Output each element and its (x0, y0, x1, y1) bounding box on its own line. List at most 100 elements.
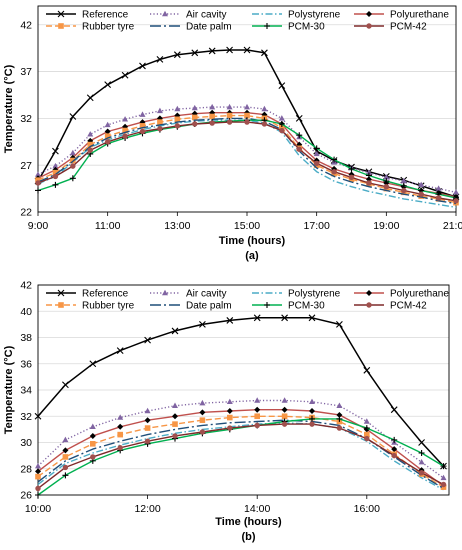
y-tick-label: 42 (20, 280, 32, 292)
series-line (37, 422, 444, 491)
data-point (62, 436, 69, 443)
x-tick-label: 10:00 (25, 503, 51, 515)
series-line (37, 423, 444, 489)
data-point (89, 360, 97, 368)
data-point (191, 104, 198, 111)
data-point (309, 421, 315, 427)
data-point (261, 105, 268, 112)
data-point (391, 446, 398, 453)
legend-label: Reference (82, 10, 129, 21)
data-point (87, 141, 94, 148)
y-tick-label: 40 (20, 306, 32, 318)
data-point (86, 94, 94, 102)
legend-label: Polyurethane (390, 10, 449, 21)
y-axis-label: Temperature (°C) (3, 64, 15, 153)
data-point (453, 198, 459, 204)
data-point (440, 474, 447, 481)
legend: Reference Air cavity Polystyrene Polyuretha… (46, 10, 449, 33)
legend-marker (264, 302, 270, 308)
data-point (391, 452, 397, 459)
x-tick-label: 15:00 (234, 220, 260, 232)
data-point (139, 111, 146, 117)
legend-marker (58, 302, 64, 308)
data-point (117, 445, 123, 451)
data-point (52, 162, 59, 169)
data-point (383, 174, 390, 180)
data-point (156, 55, 164, 63)
y-tick-label: 38 (20, 332, 32, 344)
data-point (117, 414, 124, 420)
data-point (173, 51, 181, 59)
data-point (261, 49, 268, 57)
x-tick-label: 9:00 (28, 220, 49, 232)
y-tick-label: 26 (20, 490, 32, 502)
data-point (244, 112, 250, 119)
data-point (418, 469, 425, 476)
data-point (336, 411, 343, 418)
legend-marker (162, 289, 168, 296)
data-point (348, 174, 355, 181)
data-point (144, 425, 151, 431)
data-point (52, 181, 59, 188)
series-air-cavity (35, 397, 447, 481)
panel-label: (b) (241, 531, 255, 543)
data-point (227, 425, 233, 431)
data-point (191, 114, 198, 121)
series-line (37, 317, 445, 467)
x-tick-label: 17:00 (304, 220, 330, 232)
data-point (104, 139, 111, 145)
data-point (226, 398, 233, 405)
data-point (172, 421, 178, 427)
data-point (172, 413, 178, 420)
data-point (172, 402, 178, 408)
series-air-cavity (35, 103, 459, 195)
data-point (87, 147, 93, 153)
data-point (336, 415, 343, 422)
data-point (35, 468, 41, 475)
data-point (139, 128, 146, 135)
x-tick-label: 16:00 (354, 503, 380, 515)
legend-marker (58, 23, 64, 29)
data-point (35, 177, 41, 183)
data-point (295, 114, 303, 122)
data-point (139, 123, 146, 129)
data-point (208, 47, 216, 55)
legend-label: PCM-42 (390, 22, 427, 33)
data-point (253, 314, 261, 322)
data-point (122, 127, 128, 134)
data-point (278, 115, 285, 121)
data-point (254, 422, 260, 429)
data-point (227, 414, 233, 421)
data-point (365, 172, 372, 179)
data-point (281, 314, 288, 322)
data-point (243, 46, 251, 54)
data-point (435, 195, 442, 201)
data-point (418, 458, 425, 465)
data-point (171, 327, 179, 335)
data-point (254, 397, 261, 403)
data-point (336, 402, 343, 408)
data-point (363, 366, 371, 374)
legend-label: Rubber tyre (82, 22, 135, 33)
data-point (336, 425, 343, 431)
data-point (35, 473, 41, 480)
data-point (90, 454, 96, 460)
data-point (383, 178, 390, 185)
data-point (309, 415, 315, 422)
data-point (52, 169, 59, 176)
data-point (199, 417, 206, 423)
legend-label: Date palm (186, 22, 232, 33)
data-point (104, 121, 111, 128)
series-polystyrene (37, 422, 444, 491)
y-tick-label: 22 (20, 207, 32, 219)
data-point (209, 103, 216, 110)
data-point (226, 119, 233, 125)
data-point (174, 105, 181, 112)
data-point (62, 472, 69, 479)
data-point (199, 320, 206, 328)
chart-panel-b: 26 28 30 32 34 36 38 40 42 10:00 12:00 14:00 16:00 Re… (3, 280, 450, 543)
panel-label: (a) (245, 250, 259, 262)
series-polyurethane (35, 406, 447, 489)
